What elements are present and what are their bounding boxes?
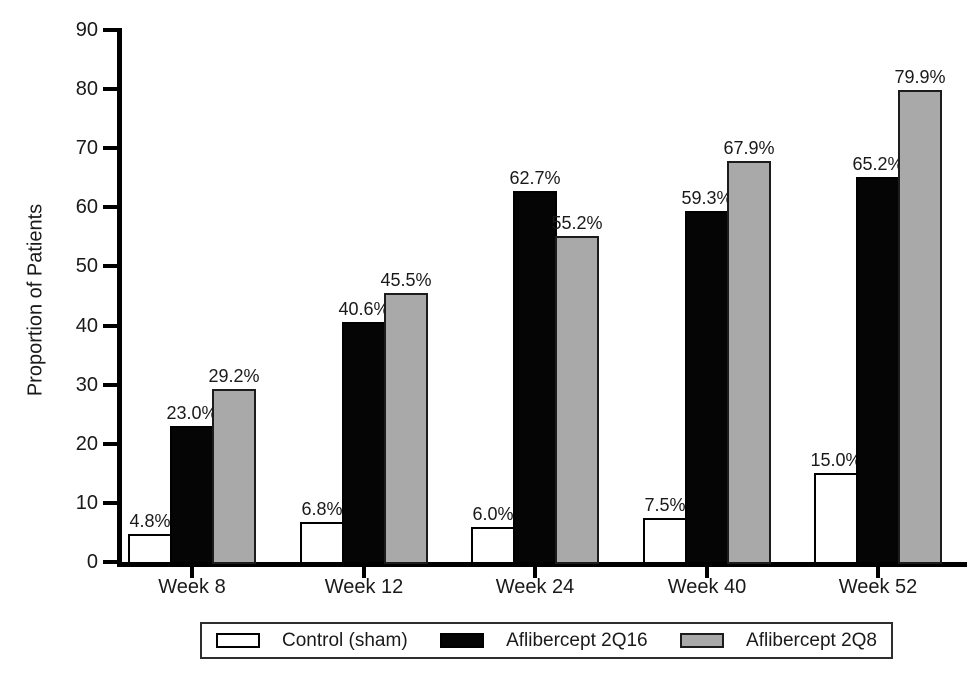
y-axis-tick (103, 501, 117, 505)
y-axis-line (117, 28, 122, 567)
x-axis-tick-label: Week 24 (495, 576, 575, 598)
legend-label-aflibercept-2q16: Aflibercept 2Q16 (506, 629, 648, 651)
y-axis-tick-label: 10 (75, 492, 98, 514)
bar-value-label: 67.9% (723, 138, 775, 158)
bar-week24-series1 (513, 191, 557, 564)
x-axis-tick (533, 567, 537, 578)
x-axis-tick-label: Week 12 (324, 576, 404, 598)
y-axis-tick-label: 80 (75, 78, 98, 100)
bar-value-label: 79.9% (894, 67, 946, 87)
bar-week52-series2 (898, 90, 942, 564)
bar-value-label: 29.2% (208, 366, 260, 386)
legend-item-aflibercept-2q16: Aflibercept 2Q16 (440, 630, 648, 652)
bar-week12-series2 (384, 293, 428, 564)
y-axis-tick-label: 30 (75, 374, 98, 396)
bar-value-label: 15.0% (810, 450, 862, 470)
y-axis-tick (103, 560, 117, 564)
x-axis-tick (876, 567, 880, 578)
y-axis-tick (103, 28, 117, 32)
bar-value-label: 62.7% (509, 168, 561, 188)
bar-value-label: 45.5% (380, 270, 432, 290)
y-axis-tick-label: 40 (75, 315, 98, 337)
x-axis-tick (362, 567, 366, 578)
x-axis-tick (190, 567, 194, 578)
bar-value-label: 7.5% (644, 495, 686, 515)
y-axis-tick (103, 146, 117, 150)
x-axis-line (117, 562, 967, 567)
x-axis-tick-label: Week 52 (838, 576, 918, 598)
y-axis-tick (103, 442, 117, 446)
y-axis-tick-label: 20 (75, 433, 98, 455)
legend-swatch-aflibercept-2q16 (440, 633, 485, 648)
y-axis-tick (103, 383, 117, 387)
bar-week12-series1 (342, 322, 386, 564)
bar-value-label: 6.0% (472, 504, 514, 524)
legend-swatch-control-sham (216, 633, 260, 648)
bar-week12-series0 (300, 522, 344, 564)
bar-week52-series1 (856, 177, 900, 564)
y-axis-tick-label: 60 (75, 196, 98, 218)
legend-label-control-sham: Control (sham) (282, 629, 408, 651)
bar-week8-series0 (128, 534, 172, 564)
bar-week52-series0 (814, 473, 858, 564)
bar-week40-series2 (727, 161, 771, 564)
bar-week8-series2 (212, 389, 256, 564)
y-axis-tick-label: 90 (75, 19, 98, 41)
x-axis-tick-label: Week 40 (667, 576, 747, 598)
y-axis-tick (103, 324, 117, 328)
legend-label-aflibercept-2q8: Aflibercept 2Q8 (746, 629, 877, 651)
bar-value-label: 59.3% (681, 188, 733, 208)
y-axis-tick-label: 50 (75, 255, 98, 277)
bar-value-label: 55.2% (551, 213, 603, 233)
bar-value-label: 65.2% (852, 154, 904, 174)
y-axis-tick (103, 205, 117, 209)
y-axis-tick-label: 0 (86, 551, 98, 573)
bar-value-label: 40.6% (338, 299, 390, 319)
x-axis-tick (705, 567, 709, 578)
legend-item-control-sham: Control (sham) (216, 630, 408, 652)
y-axis-tick (103, 264, 117, 268)
legend-swatch-aflibercept-2q8 (680, 633, 725, 648)
bar-week24-series2 (555, 236, 599, 564)
bar-value-label: 23.0% (166, 403, 218, 423)
bar-value-label: 6.8% (301, 499, 343, 519)
bar-week8-series1 (170, 426, 214, 564)
bar-week40-series1 (685, 211, 729, 564)
legend: Control (sham) Aflibercept 2Q16 Afliberc… (200, 622, 893, 659)
legend-item-aflibercept-2q8: Aflibercept 2Q8 (680, 630, 877, 652)
bar-value-label: 4.8% (129, 511, 171, 531)
y-axis-tick (103, 87, 117, 91)
y-axis-tick-label: 70 (75, 137, 98, 159)
x-axis-tick-label: Week 8 (158, 576, 226, 598)
bar-week40-series0 (643, 518, 687, 564)
bar-week24-series0 (471, 527, 515, 564)
